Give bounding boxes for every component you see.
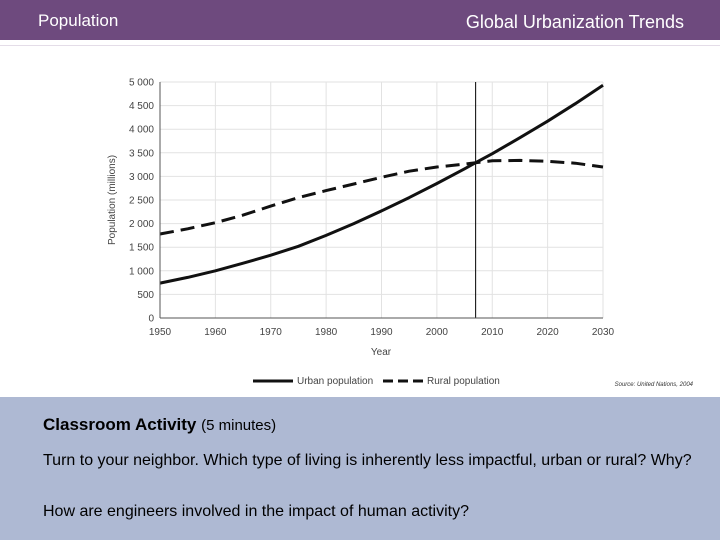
source-note: Source: United Nations, 2004 bbox=[615, 382, 694, 388]
y-tick-label: 1 000 bbox=[129, 266, 154, 277]
chart-legend: Urban population Rural population bbox=[253, 376, 500, 387]
header-divider bbox=[0, 40, 720, 46]
series-layer bbox=[159, 84, 604, 285]
y-tick-labels: 0 500 1 000 1 500 2 000 2 500 3 000 3 500 4 000 4… bbox=[129, 78, 154, 325]
activity-title-main: Classroom Activity bbox=[43, 415, 197, 434]
y-tick-label: 4 500 bbox=[129, 101, 154, 112]
chart-grid bbox=[160, 81, 604, 318]
y-tick-label: 5 000 bbox=[129, 78, 154, 89]
header-left-title: Population bbox=[38, 11, 119, 30]
y-tick-label: 3 500 bbox=[129, 148, 154, 159]
y-tick-label: 2 500 bbox=[129, 196, 154, 207]
x-tick-label: 1990 bbox=[370, 327, 393, 338]
y-tick-label: 2 000 bbox=[129, 219, 154, 230]
legend-label: Rural population bbox=[427, 376, 500, 387]
y-tick-label: 500 bbox=[137, 290, 154, 301]
x-tick-label: 1950 bbox=[149, 327, 172, 338]
y-tick-label: 0 bbox=[148, 314, 154, 325]
header-right-title: Global Urbanization Trends bbox=[465, 12, 684, 32]
activity-panel: Classroom Activity (5 minutes) Turn to y… bbox=[0, 397, 720, 540]
activity-title: Classroom Activity (5 minutes) bbox=[43, 415, 276, 435]
y-tick-label: 4 000 bbox=[129, 125, 154, 136]
chart-axes bbox=[159, 82, 603, 319]
x-tick-label: 1980 bbox=[315, 327, 338, 338]
y-tick-label: 1 500 bbox=[129, 243, 154, 254]
x-axis-label: Year bbox=[371, 347, 392, 358]
urbanization-chart: 0 500 1 000 1 500 2 000 2 500 3 000 3 500 4 000 4… bbox=[107, 78, 694, 389]
y-tick-label: 3 000 bbox=[129, 172, 154, 183]
header-bar: Population Global Urbanization Trends bbox=[0, 0, 720, 40]
activity-title-duration: (5 minutes) bbox=[201, 417, 277, 434]
urban-series-line bbox=[159, 84, 604, 285]
activity-question-2: How are engineers involved in the impact… bbox=[43, 503, 469, 520]
x-tick-label: 2020 bbox=[537, 327, 560, 338]
x-tick-labels: 1950 1960 1970 1980 1990 2000 2010 2020 2030 bbox=[149, 327, 615, 338]
x-tick-label: 1970 bbox=[260, 327, 283, 338]
x-tick-label: 2010 bbox=[481, 327, 504, 338]
rural-series-line bbox=[159, 158, 604, 236]
x-tick-label: 2030 bbox=[592, 327, 615, 338]
activity-question-1: Turn to your neighbor. Which type of liv… bbox=[43, 452, 692, 469]
legend-label: Urban population bbox=[297, 376, 373, 387]
x-tick-label: 2000 bbox=[426, 327, 449, 338]
x-tick-label: 1960 bbox=[204, 327, 227, 338]
y-axis-label: Population (millions) bbox=[107, 155, 118, 245]
